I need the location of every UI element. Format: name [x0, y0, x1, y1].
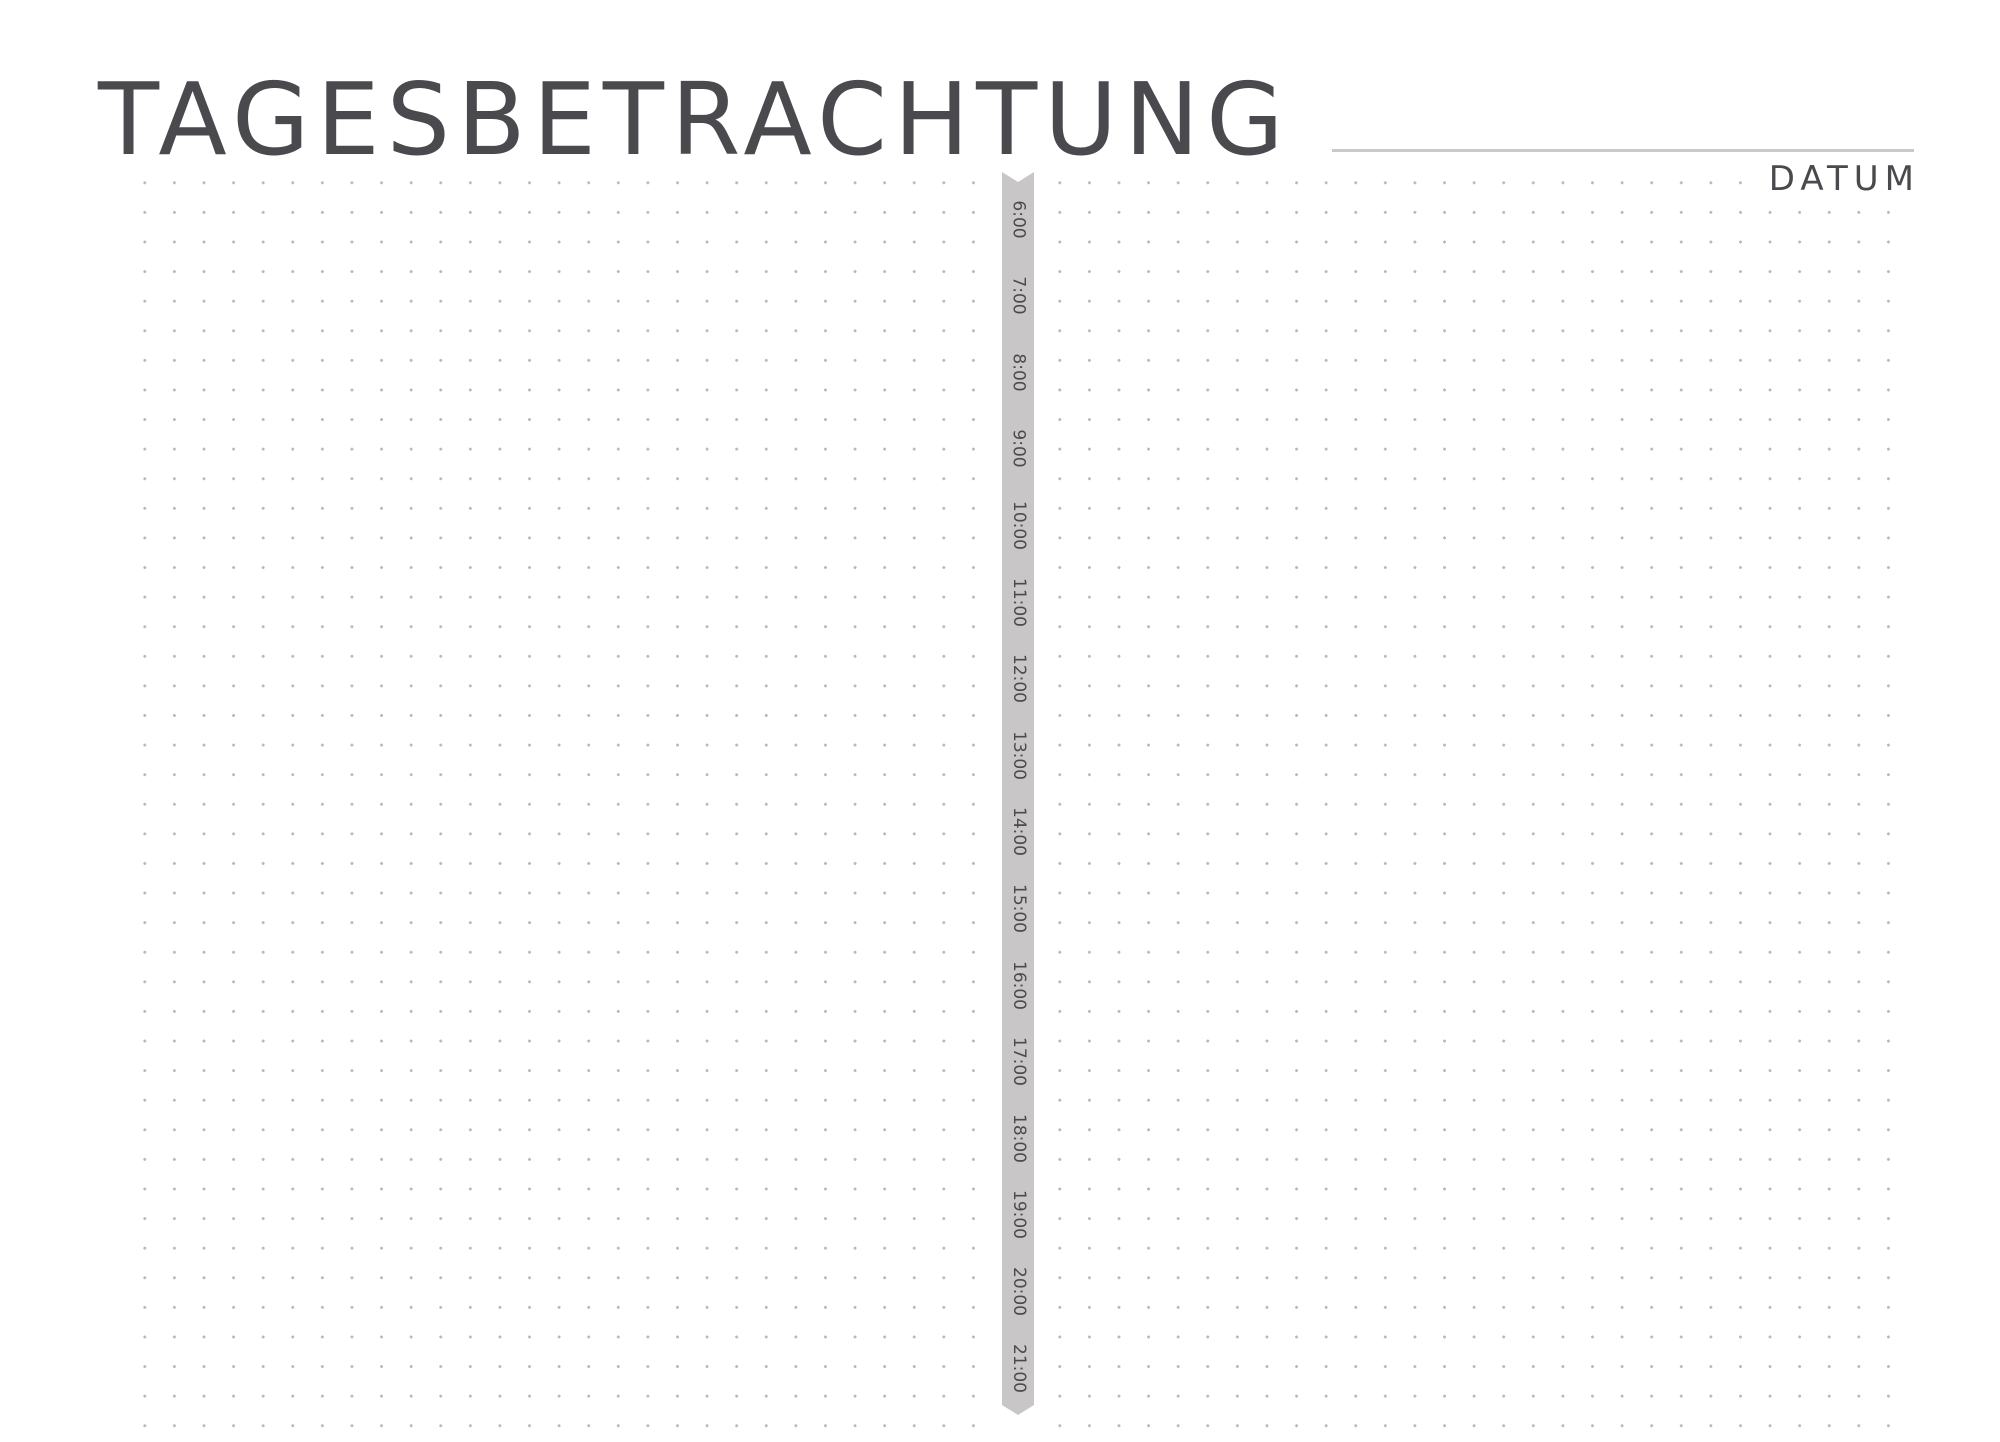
time-label: 10:00 — [1008, 500, 1029, 550]
time-slot: 8:00 — [1002, 325, 1034, 419]
dot-grid-right — [1045, 168, 1905, 1430]
time-label: 12:00 — [1008, 654, 1029, 704]
time-slot: 12:00 — [1002, 632, 1034, 726]
date-entry-line[interactable] — [1332, 149, 1914, 152]
time-slot: 11:00 — [1002, 555, 1034, 649]
time-label: 17:00 — [1008, 1037, 1029, 1087]
time-label: 8:00 — [1008, 353, 1029, 392]
time-slot: 13:00 — [1002, 708, 1034, 802]
time-slot: 15:00 — [1002, 861, 1034, 955]
time-slot: 6:00 — [1002, 172, 1034, 266]
time-label: 21:00 — [1008, 1343, 1029, 1393]
time-label: 6:00 — [1008, 199, 1029, 239]
time-label: 19:00 — [1008, 1190, 1029, 1240]
time-slot: 18:00 — [1002, 1091, 1034, 1185]
time-slot: 10:00 — [1002, 478, 1034, 572]
time-slot: 19:00 — [1002, 1168, 1034, 1262]
time-slot: 14:00 — [1002, 785, 1034, 879]
page-title: TAGESBETRACHTUNG — [98, 70, 1297, 170]
time-label: 18:00 — [1008, 1113, 1029, 1163]
time-slot: 17:00 — [1002, 1015, 1034, 1109]
time-label: 15:00 — [1008, 883, 1029, 933]
time-slot: 16:00 — [1002, 938, 1034, 1032]
time-label: 13:00 — [1008, 730, 1029, 780]
time-ribbon: 6:00 7:00 8:00 9:00 10:00 11:00 12:00 13:00 14:0… — [1002, 172, 1034, 1418]
date-label: DATUM — [1762, 162, 1920, 196]
time-label: 20:00 — [1008, 1266, 1029, 1316]
time-label: 14:00 — [1008, 807, 1029, 857]
time-label: 11:00 — [1008, 577, 1029, 627]
time-label: 9:00 — [1008, 429, 1029, 468]
time-slot: 7:00 — [1002, 249, 1034, 343]
dot-grid-left — [130, 168, 1000, 1430]
time-slot: 21:00 — [1002, 1321, 1034, 1415]
time-slot: 20:00 — [1002, 1244, 1034, 1338]
time-label: 7:00 — [1008, 276, 1029, 315]
time-label: 16:00 — [1008, 960, 1029, 1010]
time-slot: 9:00 — [1002, 402, 1034, 496]
